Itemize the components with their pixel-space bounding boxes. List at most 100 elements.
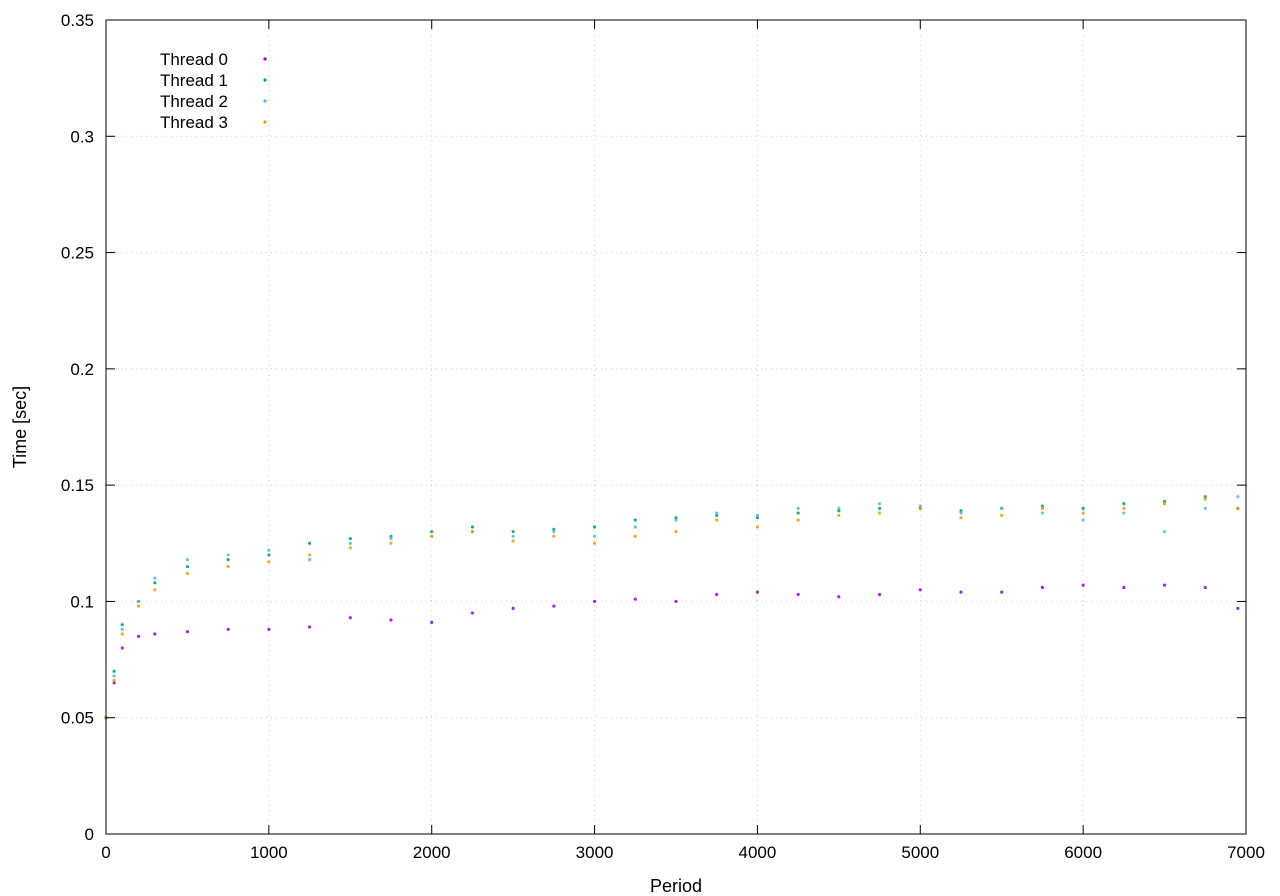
data-point <box>153 576 157 580</box>
series-points <box>104 495 1240 720</box>
y-tick-label: 0.05 <box>61 709 94 728</box>
legend-marker <box>263 78 267 82</box>
data-point <box>430 620 434 624</box>
data-point <box>633 525 637 529</box>
data-point <box>1000 590 1004 594</box>
grid <box>106 20 1246 834</box>
data-point <box>153 588 157 592</box>
x-tick-label: 5000 <box>901 843 939 862</box>
data-point <box>389 618 393 622</box>
x-tick-label: 1000 <box>250 843 288 862</box>
data-point <box>185 564 190 569</box>
data-point <box>755 516 760 520</box>
data-point <box>389 537 393 541</box>
data-point <box>267 548 271 552</box>
data-point <box>389 541 393 545</box>
data-point <box>348 541 352 545</box>
y-axis-title: Time [sec] <box>10 386 30 468</box>
x-tick-label: 6000 <box>1064 843 1102 862</box>
data-point <box>674 599 678 604</box>
data-point <box>796 518 800 522</box>
y-tick-label: 0 <box>85 825 94 844</box>
x-tick-label: 4000 <box>739 843 777 862</box>
data-point <box>267 553 271 557</box>
data-point <box>226 564 230 569</box>
data-point <box>1203 497 1207 501</box>
data-point <box>1203 495 1207 499</box>
data-point <box>877 592 882 597</box>
y-tick-label: 0.25 <box>61 244 94 263</box>
scatter-points <box>104 495 1240 720</box>
data-point <box>755 513 760 517</box>
data-point <box>592 599 597 604</box>
data-point <box>307 557 312 562</box>
data-point <box>1081 506 1085 510</box>
y-tick-label: 0.15 <box>61 476 94 495</box>
legend-marker <box>263 57 267 61</box>
data-point <box>348 546 352 550</box>
y-tick-label: 0.35 <box>61 11 94 30</box>
data-point <box>470 530 475 534</box>
data-point <box>552 527 556 531</box>
data-point <box>918 506 922 510</box>
legend-label: Thread 2 <box>160 92 228 111</box>
data-point <box>796 511 800 515</box>
data-point <box>1236 606 1240 611</box>
data-point <box>633 597 637 601</box>
data-point <box>307 553 312 557</box>
series-points <box>104 497 1240 720</box>
x-tick-labels: 0 1000 2000 3000 4000 5000 6000 7000 <box>101 843 1265 862</box>
plot-frame <box>105 19 1247 835</box>
data-point <box>511 539 515 543</box>
data-point <box>1162 499 1167 504</box>
data-point <box>112 681 116 685</box>
data-point <box>1040 504 1045 508</box>
data-point <box>1203 506 1207 510</box>
data-point <box>959 511 963 515</box>
data-point <box>877 511 882 515</box>
x-tick-label: 7000 <box>1227 843 1265 862</box>
data-point <box>1000 513 1004 517</box>
data-point <box>592 525 597 529</box>
data-point <box>837 513 841 517</box>
data-point <box>796 506 800 510</box>
data-point <box>267 560 271 564</box>
data-point <box>592 541 597 545</box>
series-points <box>104 583 1240 720</box>
data-point <box>837 509 841 513</box>
data-point <box>112 669 116 673</box>
data-point <box>153 632 157 636</box>
data-point <box>1000 506 1004 510</box>
data-point <box>633 518 637 522</box>
data-point <box>348 616 352 620</box>
data-point <box>267 627 271 631</box>
y-tick-label: 0.1 <box>70 592 94 611</box>
data-point <box>307 625 312 629</box>
data-point <box>552 530 556 534</box>
data-point <box>592 534 597 538</box>
data-point <box>1203 585 1207 590</box>
legend: Thread 0 Thread 1 Thread 2 Thread 3 <box>160 50 267 132</box>
data-point <box>715 518 719 522</box>
y-tick-label: 0.3 <box>70 127 94 146</box>
data-point <box>511 606 515 611</box>
data-point <box>877 506 882 510</box>
x-tick-label: 3000 <box>576 843 614 862</box>
data-point <box>185 557 190 562</box>
data-point <box>470 525 475 529</box>
data-point <box>959 516 963 520</box>
data-point <box>470 611 475 615</box>
data-point <box>918 504 922 508</box>
data-point <box>837 595 841 599</box>
data-point <box>674 530 678 534</box>
data-point <box>153 581 157 585</box>
data-point <box>348 537 352 541</box>
legend-marker <box>263 99 267 103</box>
data-point <box>918 588 922 592</box>
data-point <box>1236 506 1240 510</box>
data-point <box>112 678 116 683</box>
data-point <box>112 674 116 678</box>
data-point <box>120 632 124 636</box>
data-point <box>136 634 141 638</box>
